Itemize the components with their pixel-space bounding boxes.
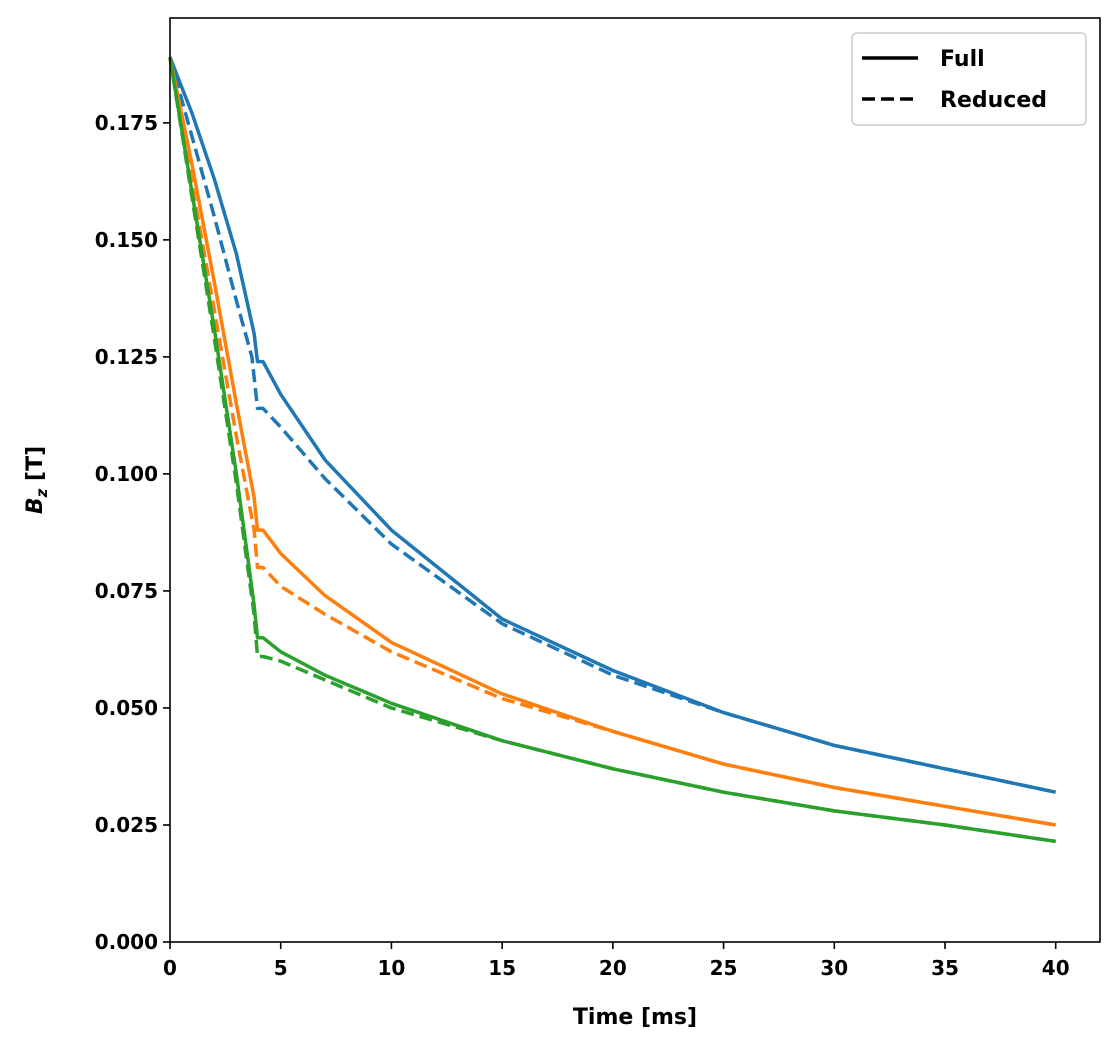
- series-line-blue-full: [168, 56, 1057, 794]
- legend: Full Reduced: [851, 32, 1087, 126]
- y-axis-label: Bz [T]: [23, 446, 51, 514]
- y-tick-label: 0.125: [95, 345, 158, 369]
- x-tick-label: 15: [488, 956, 516, 980]
- y-tick-label: 0.100: [95, 462, 158, 486]
- y-tick-label: 0.000: [95, 930, 158, 954]
- y-tick-label: 0.025: [95, 813, 158, 837]
- y-tick-label: 0.050: [95, 696, 158, 720]
- series-line-orange-full: [168, 56, 1056, 827]
- x-tick-label: 20: [599, 956, 627, 980]
- x-tick-label: 10: [378, 956, 406, 980]
- y-tick-label: 0.075: [95, 579, 158, 603]
- x-tick-label: 25: [710, 956, 738, 980]
- series-line-orange-reduced: [168, 56, 1056, 827]
- x-tick-label: 5: [274, 956, 288, 980]
- series-line-green-full: [168, 57, 1056, 844]
- x-tick-label: 0: [163, 956, 177, 980]
- series-line-blue-reduced: [168, 56, 1057, 794]
- x-axis-label: Time [ms]: [573, 1005, 697, 1030]
- series-line-green-reduced: [168, 57, 1056, 844]
- plot-frame: [169, 17, 1101, 943]
- x-tick-label: 35: [931, 956, 959, 980]
- y-tick-label: 0.175: [95, 111, 158, 135]
- x-tick-label: 40: [1042, 956, 1070, 980]
- legend-box: [851, 32, 1087, 126]
- legend-label-reduced: Reduced: [940, 88, 1047, 113]
- y-tick-label: 0.150: [95, 228, 158, 252]
- legend-label-full: Full: [940, 47, 985, 72]
- x-tick-label: 30: [820, 956, 848, 980]
